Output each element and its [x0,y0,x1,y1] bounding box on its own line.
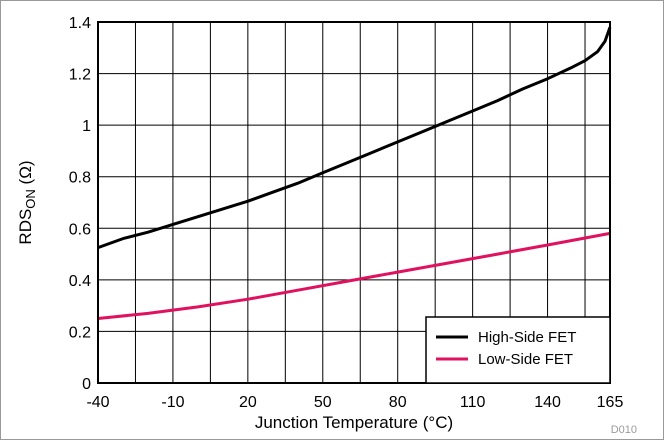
y-tick-labels: 0 0.2 0.4 0.6 0.8 1 1.2 1.4 [69,15,91,393]
x-tick-labels: -40 -10 20 50 80 110 140 165 [86,394,623,411]
y-tick-label: 1.2 [69,67,91,84]
y-tick-label: 0.2 [69,324,91,341]
y-tick-label: 0 [82,376,91,393]
figure-id-label: D010 [611,424,637,436]
y-tick-label: 0.4 [69,273,91,290]
x-tick-label: 165 [597,394,624,411]
x-tick-label: 140 [534,394,561,411]
y-tick-label: 0.6 [69,221,91,238]
x-tick-label: 20 [239,394,257,411]
x-tick-label: 80 [389,394,407,411]
x-tick-label: 50 [314,394,332,411]
series-lines [97,26,612,320]
legend-label-low-side: Low-Side FET [478,351,573,368]
y-tick-label: 1.4 [69,15,91,32]
y-axis-title: RDSON (Ω) [16,160,38,244]
series-line-high-side [97,26,612,250]
y-tick-label: 1 [82,118,91,135]
y-axis-title-subscript: ON [23,189,38,209]
series-line-low-side [97,231,611,320]
x-tick-label: -40 [86,394,109,411]
legend-label-high-side: High-Side FET [478,329,576,346]
y-tick-label: 0.8 [69,170,91,187]
x-tick-label: -10 [161,394,184,411]
y-axis-title-unit: (Ω) [16,160,35,189]
legend: High-Side FET Low-Side FET [425,316,611,384]
legend-box [425,316,611,384]
plot-area-border [97,21,611,384]
x-axis-title: Junction Temperature (°C) [255,413,453,432]
x-tick-label: 110 [460,394,486,411]
y-axis-title-base: RDS [16,209,35,245]
